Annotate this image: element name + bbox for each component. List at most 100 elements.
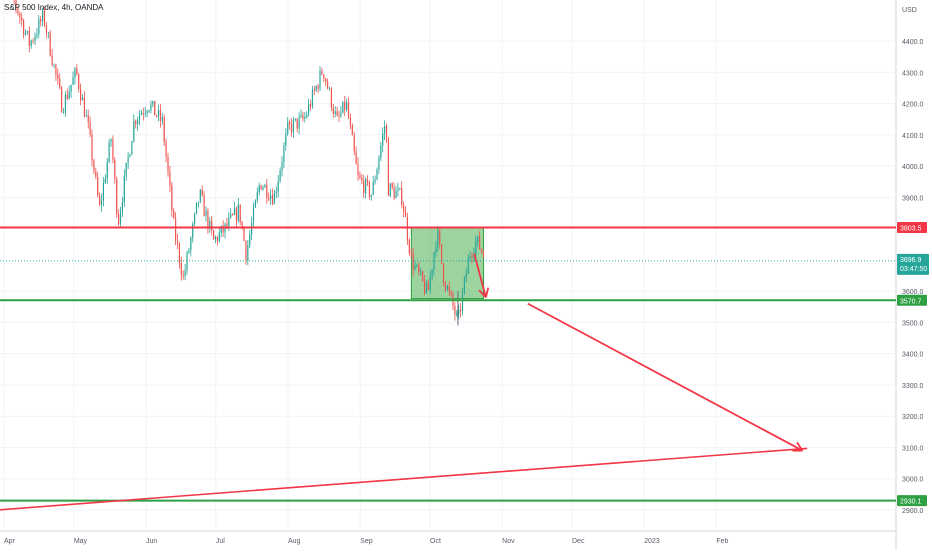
candle-up [365,179,366,193]
candle-down [245,241,246,260]
candle-down [21,17,22,20]
candle-down [272,195,273,204]
candle-up [293,120,294,132]
candle-up [238,205,239,221]
candle-down [483,252,484,256]
price-tick-label: 4200.0 [902,102,924,109]
candle-down [118,214,119,224]
candle-up [196,203,197,214]
price-tick-label: 4100.0 [902,133,924,140]
price-tick-label: 3500.0 [902,320,924,327]
candle-down [156,115,157,116]
candle-up [466,274,467,277]
candle-down [449,286,450,291]
candle-up [205,211,206,217]
candle-down [361,178,362,181]
candle-up [462,292,463,311]
candle-up [276,192,277,193]
candle-up [319,70,320,88]
candle-down [268,198,269,199]
candle-up [447,286,448,289]
candle-down [454,306,455,314]
candle-down [240,205,241,222]
candle-up [137,120,138,124]
candle-up [304,117,305,119]
candle-up [340,113,341,116]
price-tick-label: 3300.0 [902,383,924,390]
candle-up [101,200,102,205]
candle-up [74,68,75,77]
candle-down [135,121,136,124]
candle-up [253,207,254,223]
candle-up [34,36,35,41]
time-tick-label: Jul [216,538,225,545]
candle-down [80,89,81,101]
candle-down [388,139,389,196]
candle-down [418,265,419,272]
candle-down [333,108,334,114]
candle-up [416,265,417,266]
candle-up [86,115,87,116]
projection-arrow [528,304,803,451]
candle-up [270,195,271,199]
candle-down [325,78,326,81]
candle-up [25,32,26,34]
candle-down [50,33,51,56]
price-tick-label: 3000.0 [902,477,924,484]
candle-up [82,98,83,101]
candle-down [76,68,77,74]
candle-up [126,163,127,176]
candle-down [369,182,370,197]
candle-up [373,182,374,195]
candle-up [128,157,129,163]
candle-down [405,212,406,217]
candle-down [297,119,298,129]
candle-down [213,230,214,239]
candle-up [27,31,28,32]
candle-down [78,74,79,89]
candle-up [432,269,433,276]
candle-up [31,41,32,46]
candle-up [342,102,343,113]
candle-up [299,117,300,129]
candle-up [139,115,140,120]
candle-up [198,202,199,203]
candle-down [445,283,446,290]
candle-down [357,164,358,175]
candle-down [291,124,292,132]
candle-down [424,281,425,293]
candle-up [122,202,123,211]
candle-down [175,218,176,240]
candle-up [234,208,235,214]
time-tick-label: Dec [572,538,585,545]
candle-up [124,176,125,202]
candle-down [401,188,402,205]
candle-down [91,134,92,160]
candle-up [215,237,216,239]
price-tick-label: 4400.0 [902,39,924,46]
candle-up [69,92,70,99]
candle-down [23,21,24,35]
candle-down [443,263,444,282]
candle-up [107,162,108,179]
candle-down [310,104,311,107]
candle-up [470,256,471,258]
candle-down [97,177,98,195]
candle-down [428,283,429,290]
candle-down [261,185,262,189]
candle-down [59,79,60,88]
price-tick-label: 2900.0 [902,508,924,515]
candle-down [93,160,94,171]
candle-up [335,112,336,114]
candle-down [243,228,244,241]
candle-up [145,113,146,114]
candle-up [150,104,151,110]
candle-up [346,102,347,109]
candle-up [230,214,231,217]
candle-up [477,236,478,242]
candle-down [451,291,452,294]
candle-down [61,88,62,113]
